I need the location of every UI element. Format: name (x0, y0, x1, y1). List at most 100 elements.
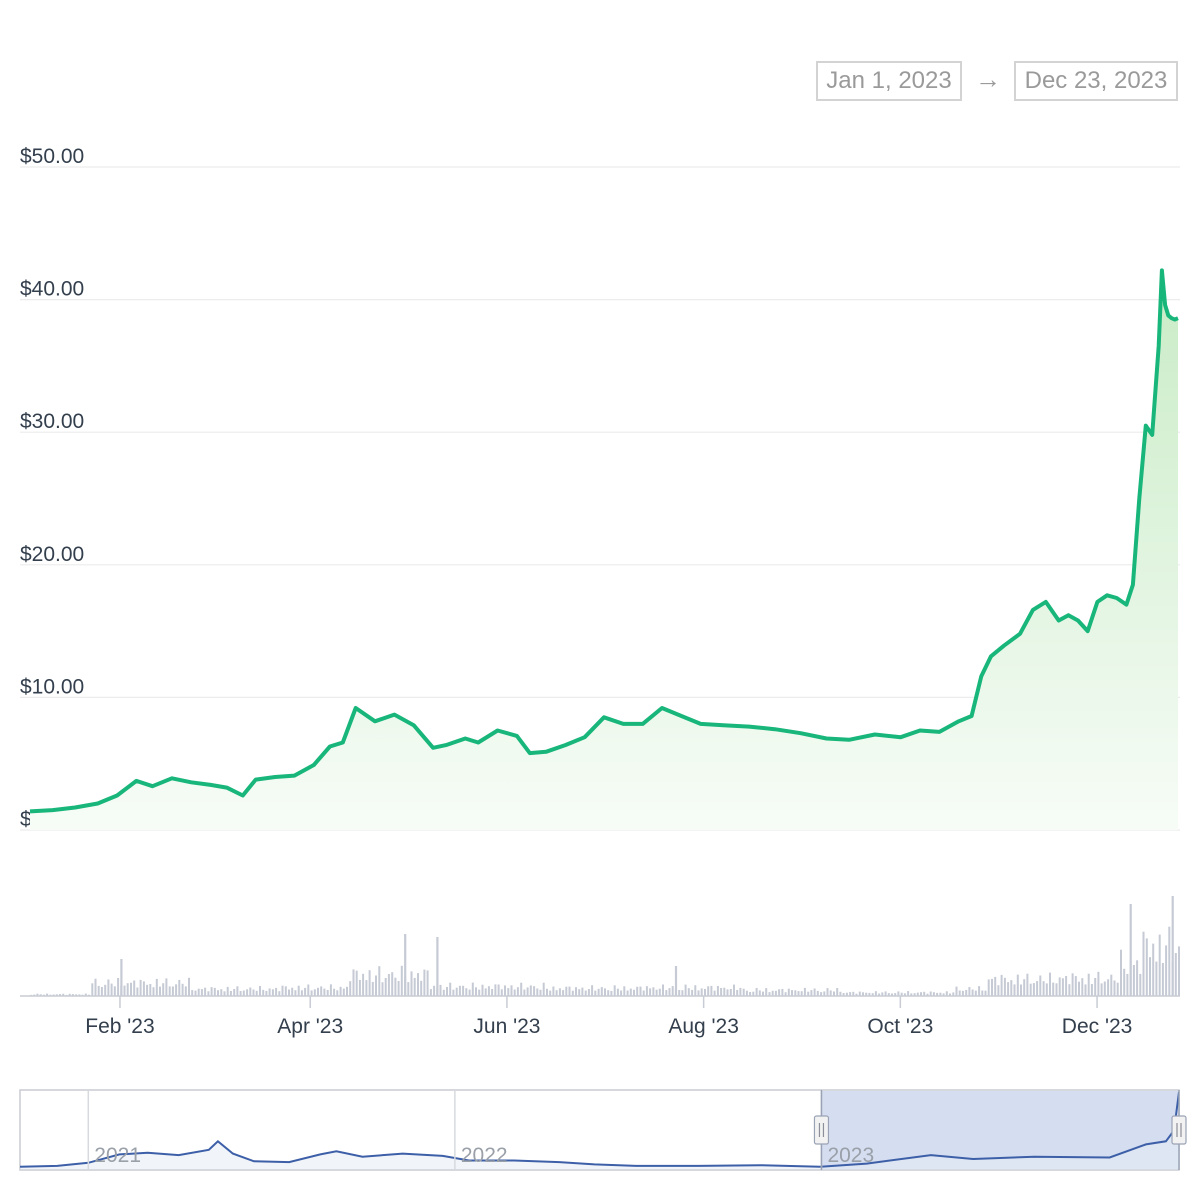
price-area (30, 270, 1178, 830)
volume-bar (745, 990, 748, 996)
volume-bar (142, 981, 145, 996)
volume-bar (900, 992, 903, 996)
volume-bar (752, 991, 755, 996)
volume-bar (1000, 974, 1003, 996)
volume-bar (484, 988, 487, 996)
volume-bar (59, 994, 61, 996)
volume-bar (436, 937, 439, 996)
volume-bar (787, 988, 790, 996)
volume-bar (858, 991, 861, 996)
navigator-handle-grip[interactable] (1171, 1115, 1187, 1145)
volume-bar (213, 987, 216, 996)
volume-bar (294, 990, 297, 996)
volume-bar (417, 973, 419, 996)
volume-bar (84, 993, 87, 996)
volume-bar (455, 987, 458, 996)
volume-bar (449, 982, 452, 996)
volume-bar (97, 985, 100, 996)
volume-bar (523, 989, 526, 996)
volume-bar (907, 991, 910, 996)
volume-bar (159, 986, 161, 996)
volume-bar (671, 986, 674, 996)
volume-bar (349, 981, 352, 996)
volume-bar (320, 986, 323, 996)
volume-bar (1116, 982, 1119, 996)
volume-bar (945, 991, 948, 996)
volume-bar (1136, 960, 1139, 996)
price-line[interactable] (29, 268, 1179, 814)
volume-bar (94, 978, 97, 996)
volume-bar (278, 991, 281, 996)
volume-bar (897, 991, 900, 996)
volume-bar (604, 988, 606, 996)
navigator-handle-grip[interactable] (813, 1115, 830, 1145)
volume-bar (194, 990, 197, 996)
volume-bar (736, 990, 739, 996)
volume-bar (591, 985, 594, 996)
volume-bar (220, 989, 223, 996)
volume-bar (1139, 973, 1142, 996)
volume-bar (668, 988, 671, 996)
volume-bar (807, 991, 810, 996)
volume-bar (139, 979, 142, 996)
volume-bar (68, 993, 71, 996)
volume-bar (465, 988, 468, 996)
volume-bar (146, 984, 149, 996)
volume-bar (1016, 974, 1019, 996)
volume-bar (1120, 949, 1122, 996)
x-tick-label: Apr '23 (277, 1015, 343, 1038)
volume-bar (107, 979, 110, 996)
volume-bar (729, 989, 732, 996)
volume-bar (336, 990, 339, 996)
volume-bar (981, 990, 984, 996)
volume-bar (616, 988, 619, 996)
volume-bar (549, 990, 552, 996)
navigator-handle-left[interactable] (813, 1090, 830, 1170)
volume-bar (891, 993, 893, 996)
volume-bar (446, 987, 448, 996)
volume-bar (1129, 904, 1132, 996)
x-tick-label: Oct '23 (867, 1015, 933, 1038)
navigator-handle-right[interactable] (1171, 1090, 1187, 1170)
volume-bar (171, 986, 174, 996)
volume-bar (381, 982, 384, 996)
navigator[interactable]: 2021 2022 2023 (19, 1089, 1187, 1171)
volume-bar (152, 987, 155, 996)
volume-bar (184, 986, 187, 996)
volume-bar (955, 986, 958, 996)
volume-bar (1149, 957, 1151, 996)
range-start-input[interactable]: Jan 1, 2023 (816, 61, 962, 101)
volume-bar (913, 993, 916, 996)
volume-bar (346, 986, 348, 996)
volume-bar (123, 985, 126, 996)
volume-bar (997, 985, 1000, 996)
volume-bar (355, 970, 358, 996)
volume-bar (1132, 965, 1135, 996)
volume-bar (268, 988, 271, 996)
volume-bar (384, 978, 387, 996)
volume-bar (1039, 975, 1042, 996)
volume-bar (694, 985, 697, 996)
volume-bar (942, 993, 945, 996)
range-end-input[interactable]: Dec 23, 2023 (1014, 61, 1178, 101)
volume-bar (352, 969, 355, 996)
navigator-tick-label: 2021 (94, 1144, 141, 1167)
volume-bar (587, 989, 590, 996)
volume-bar (820, 992, 823, 996)
volume-bar (200, 989, 203, 996)
volume-bar (358, 979, 361, 996)
volume-bar (1010, 980, 1013, 996)
volume-bar (584, 990, 587, 996)
volume-bar (1174, 953, 1177, 996)
volume-bar (594, 990, 597, 996)
volume-bar (252, 989, 255, 996)
volume-bar (513, 989, 516, 996)
x-tick-label: Jun '23 (473, 1015, 540, 1038)
volume-bar (1084, 984, 1087, 996)
volume-bar (800, 991, 803, 996)
volume-bar (991, 978, 993, 996)
volume-bar (1152, 943, 1155, 996)
volume-bar (1042, 981, 1045, 996)
volume-bar (516, 987, 519, 996)
